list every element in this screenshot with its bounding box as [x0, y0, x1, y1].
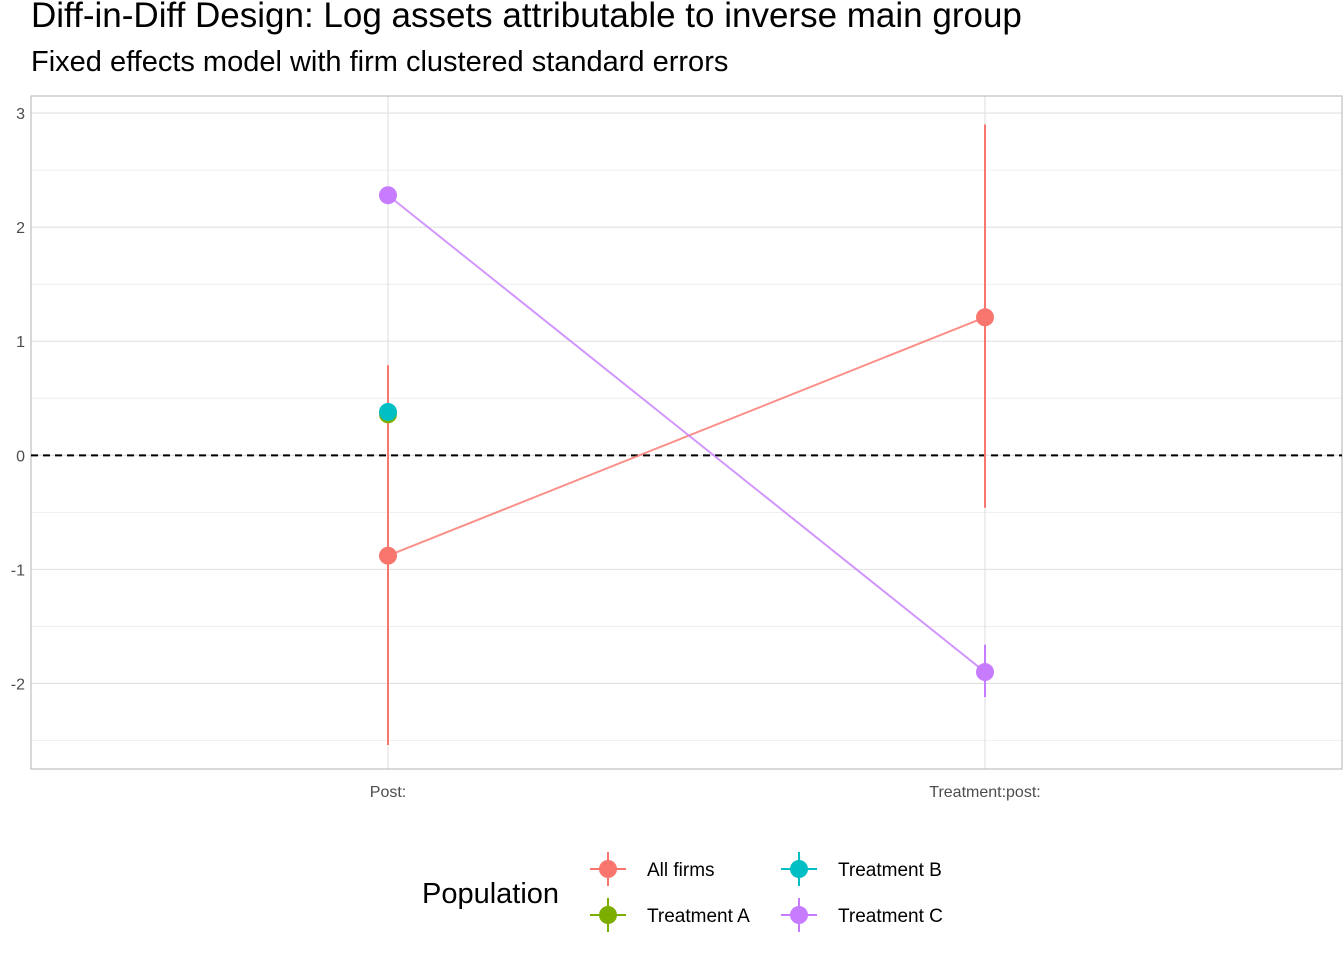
legend-title: Population [422, 878, 559, 910]
panel-border [30, 95, 1343, 770]
legend-label: All firms [647, 860, 715, 881]
data-point [976, 308, 994, 327]
legend-key-point [599, 906, 617, 924]
series-line [387, 194, 986, 673]
data-point [379, 186, 397, 205]
x-tick-label: Treatment:post: [929, 784, 1040, 801]
y-tick-label: 0 [16, 448, 25, 465]
legend-key-point [790, 860, 808, 878]
data-point [976, 663, 994, 682]
x-tick-label: Post: [370, 784, 406, 801]
data-point [379, 546, 397, 565]
series-line [387, 316, 986, 557]
data-point [379, 402, 397, 421]
y-tick-label: -2 [11, 676, 25, 693]
legend-label: Treatment B [838, 860, 942, 881]
y-tick-label: 3 [16, 106, 25, 123]
legend-label: Treatment C [838, 906, 943, 927]
legend-key-point [599, 860, 617, 878]
chart-title: Diff-in-Diff Design: Log assets attribut… [31, 0, 1022, 35]
chart-subtitle: Fixed effects model with firm clustered … [31, 46, 729, 78]
y-tick-label: -1 [11, 562, 25, 579]
legend-label: Treatment A [647, 906, 750, 927]
y-tick-label: 1 [16, 334, 25, 351]
y-tick-label: 2 [16, 220, 25, 237]
legend-key-point [790, 906, 808, 924]
